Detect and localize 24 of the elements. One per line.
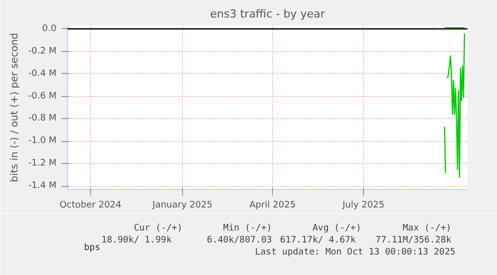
- text: 77.11M/356.28k: [376, 236, 452, 246]
- text: 617.17k/ 4.67k: [280, 236, 356, 246]
- x-tick-label: July 2025: [342, 200, 384, 210]
- y-tick-label: 0.0: [42, 24, 57, 34]
- x-tick-label: April 2025: [249, 200, 296, 210]
- text: Avg (-/+): [312, 224, 362, 234]
- y-tick-label: -1.4 M: [28, 181, 56, 192]
- y-tick-label: -0.2 M: [28, 46, 56, 56]
- text: Last update: Mon Oct 13 00:00:13 2025: [254, 248, 456, 258]
- y-tick-label: -1.0 M: [28, 136, 56, 146]
- text: Max (-/+): [402, 224, 452, 234]
- y-tick-label: -0.8 M: [28, 114, 56, 124]
- y-tick-label: -1.2 M: [28, 158, 56, 169]
- text: Cur (-/+): [134, 224, 183, 234]
- text: 6.40k/807.03: [206, 236, 272, 246]
- text: bps: [84, 243, 100, 253]
- y-axis-title: bits in (-) / out (+) per second: [9, 32, 20, 182]
- chart-title: ens3 traffic - by year: [210, 8, 326, 20]
- text: 18.90k/ 1.99k: [101, 236, 172, 246]
- text: Min (-/+): [223, 224, 272, 234]
- y-tick-label: -0.6 M: [28, 91, 56, 102]
- x-tick-label: January 2025: [152, 200, 212, 210]
- y-tick-label: -0.4 M: [28, 68, 56, 79]
- x-tick-label: October 2024: [60, 200, 122, 210]
